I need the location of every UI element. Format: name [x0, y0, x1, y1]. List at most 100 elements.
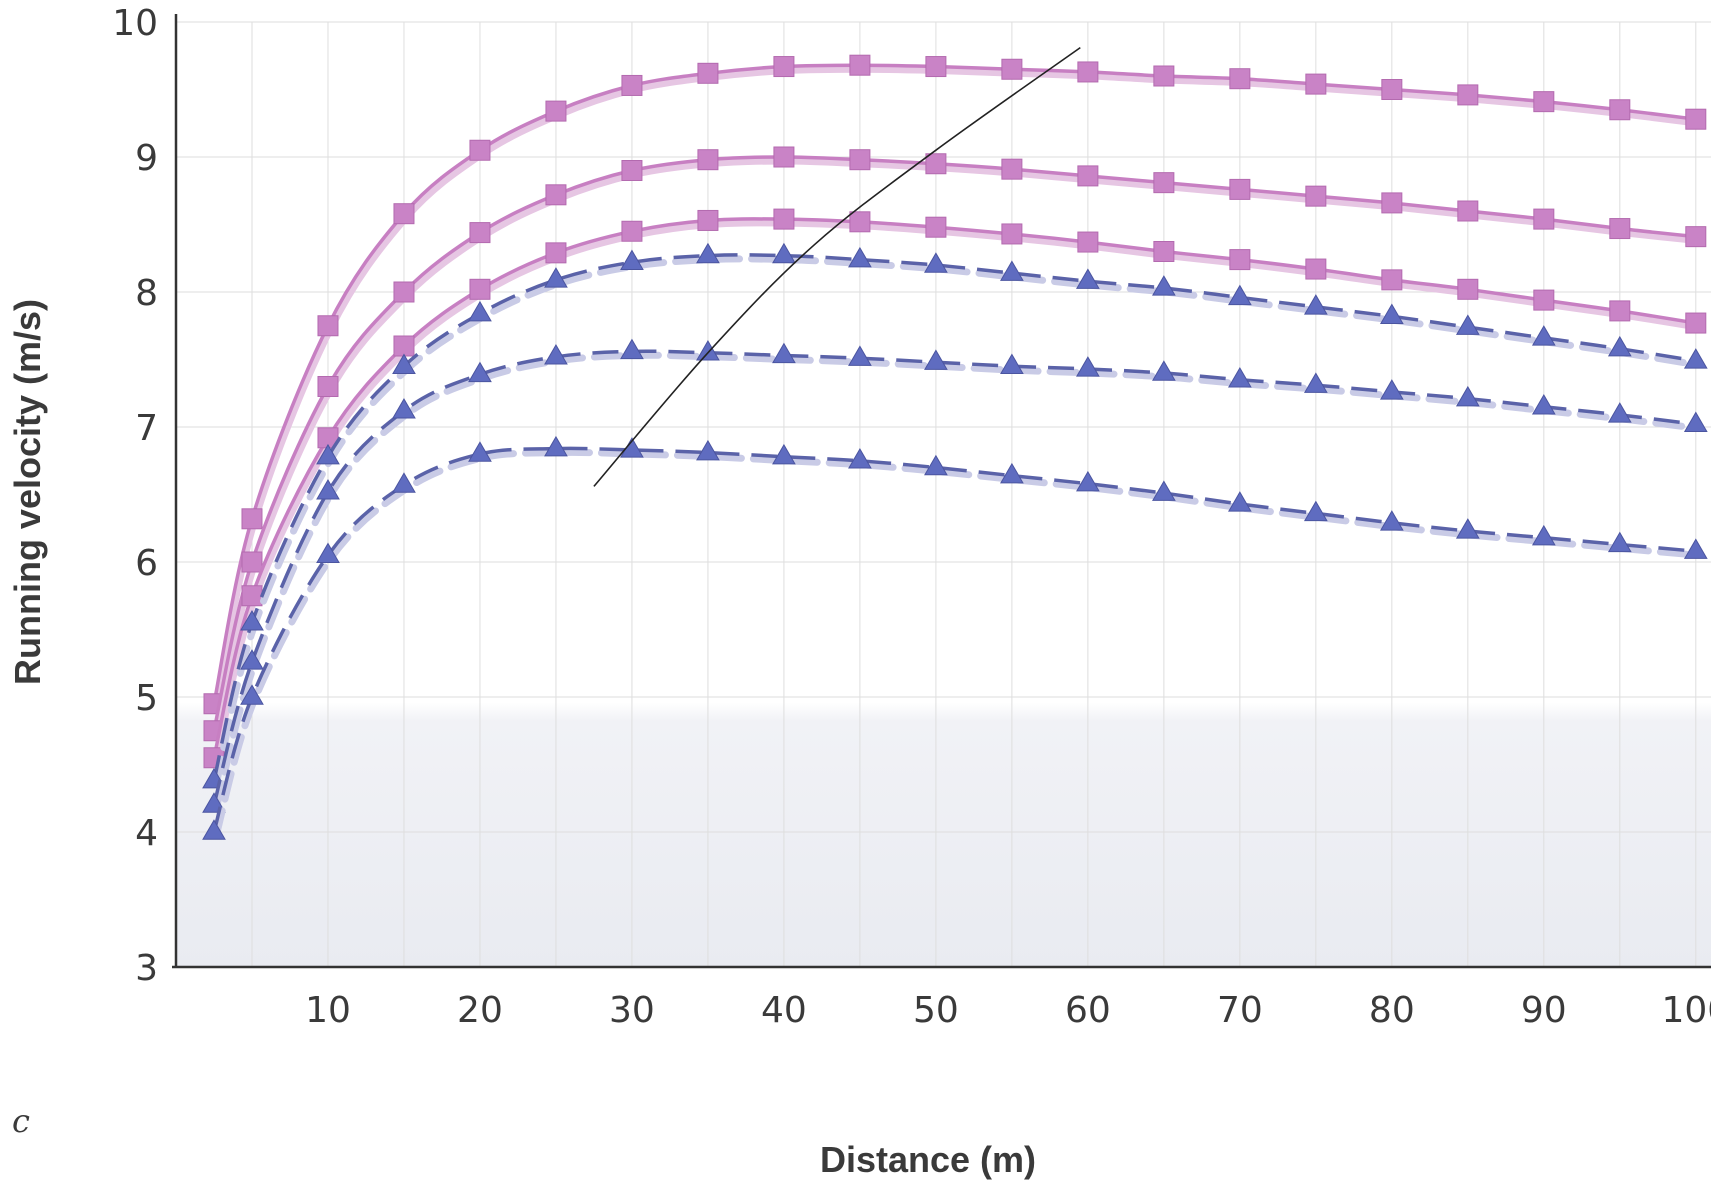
x-tick-label: 90 [1521, 990, 1567, 1031]
data-point-square [241, 508, 263, 530]
data-point-triangle [1227, 284, 1252, 306]
data-point-triangle [696, 439, 720, 461]
data-point-square [393, 281, 415, 303]
series-2 [203, 146, 1707, 742]
data-point-triangle [544, 344, 568, 365]
data-point-triangle [772, 443, 796, 465]
data-point-square [1305, 185, 1327, 207]
data-point-square [1457, 84, 1479, 106]
data-point-square [545, 184, 567, 206]
data-point-triangle [1455, 314, 1480, 335]
y-tick-label: 10 [112, 3, 158, 44]
y-tick-label: 9 [135, 138, 158, 179]
data-point-square [773, 208, 795, 230]
data-point-square [1229, 249, 1251, 271]
y-tick-label: 7 [135, 408, 158, 449]
data-point-square [1077, 165, 1099, 187]
series-group [202, 54, 1708, 840]
data-point-square [925, 216, 947, 238]
data-point-triangle [1531, 393, 1556, 415]
data-point-triangle [1076, 268, 1100, 289]
data-point-triangle [696, 339, 720, 361]
y-axis-title: Running velocity (m/s) [7, 299, 48, 685]
data-point-triangle [1683, 348, 1708, 369]
data-point-triangle [1455, 385, 1480, 407]
x-tick-label: 70 [1217, 990, 1263, 1031]
data-point-square [1457, 200, 1479, 222]
data-point-square [241, 551, 263, 573]
series-line-shadow [212, 65, 1702, 712]
data-point-square [1685, 226, 1707, 248]
data-point-triangle [1303, 372, 1328, 393]
panel-label: c [12, 1102, 30, 1140]
data-point-square [1229, 68, 1251, 90]
data-point-triangle [1379, 510, 1404, 531]
data-point-square [1001, 58, 1023, 80]
data-point-triangle [620, 338, 644, 360]
annotation-group [593, 46, 1081, 487]
data-point-triangle [848, 345, 872, 366]
data-point-triangle [1683, 411, 1708, 433]
data-point-triangle [1455, 518, 1480, 539]
data-point-square [1077, 231, 1099, 253]
series-6 [202, 435, 1708, 840]
y-tick-label: 3 [135, 948, 158, 989]
data-point-triangle [1076, 356, 1100, 377]
data-point-triangle [240, 649, 264, 670]
data-point-square [241, 585, 263, 607]
data-point-triangle [1379, 303, 1404, 325]
data-point-square [697, 149, 719, 171]
series-line [212, 349, 1697, 806]
x-tick-label: 40 [761, 990, 807, 1031]
data-point-square [1457, 278, 1479, 300]
data-point-square [1153, 241, 1175, 262]
x-tick-label: 30 [609, 990, 655, 1031]
data-point-triangle [544, 267, 568, 288]
data-point-square [1685, 312, 1707, 334]
data-point-square [773, 56, 795, 78]
data-point-triangle [392, 398, 416, 419]
y-tick-label: 8 [135, 273, 158, 314]
series-4 [202, 242, 1708, 789]
data-point-square [697, 209, 719, 231]
data-point-triangle [1227, 491, 1252, 512]
data-point-square [469, 139, 491, 161]
data-point-triangle [468, 361, 492, 383]
data-point-triangle [544, 435, 568, 457]
data-point-square [1077, 61, 1099, 83]
data-point-triangle [1607, 402, 1632, 423]
data-point-square [469, 278, 491, 300]
data-point-square [621, 220, 643, 242]
data-point-triangle [848, 246, 872, 268]
data-point-square [1305, 258, 1327, 280]
series-line-shadow [212, 448, 1702, 840]
data-point-triangle [1379, 379, 1404, 400]
data-point-square [393, 203, 415, 225]
x-tick-label: 20 [457, 990, 503, 1031]
y-tick-label: 5 [135, 678, 158, 719]
series-3 [203, 208, 1707, 769]
series-line-shadow [212, 219, 1702, 766]
data-point-triangle [316, 479, 340, 500]
data-point-triangle [1152, 360, 1176, 381]
data-point-triangle [1152, 275, 1176, 296]
data-point-square [1685, 108, 1707, 130]
data-point-square [1001, 158, 1023, 180]
data-point-square [849, 149, 871, 171]
data-point-triangle [772, 342, 796, 364]
data-point-triangle [620, 249, 644, 271]
data-point-square [1609, 300, 1631, 322]
data-point-triangle [924, 349, 948, 370]
x-axis-title: Distance (m) [820, 1139, 1036, 1180]
axes: 10 20 30 40 50 60 70 80 90 100 3 4 5 6 7 8 9 10 [112, 3, 1711, 1031]
x-tick-label: 10 [305, 990, 351, 1031]
data-point-square [621, 74, 643, 96]
data-point-square [393, 335, 415, 357]
data-point-square [317, 315, 339, 337]
data-point-triangle [240, 684, 264, 705]
data-point-square [1533, 91, 1555, 113]
data-point-triangle [1152, 480, 1176, 501]
data-point-square [697, 62, 719, 84]
data-point-square [1609, 99, 1631, 121]
